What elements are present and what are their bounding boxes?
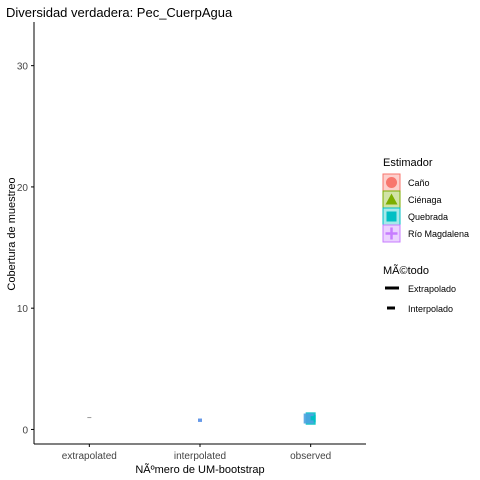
legend-method-title: MÃ©todo bbox=[383, 264, 429, 277]
y-tick-label: 0 bbox=[22, 425, 28, 436]
data-segment bbox=[310, 416, 315, 421]
legend-estimators: Caño Ciénaga Quebrada Río Magdalena bbox=[382, 173, 469, 243]
legend-symbol bbox=[386, 211, 397, 222]
data-marks bbox=[87, 412, 316, 425]
data-point bbox=[303, 413, 314, 424]
legend-label: Caño bbox=[408, 178, 430, 188]
legend-symbol bbox=[385, 193, 398, 205]
legend: Estimador Caño Ciénaga Quebrada Río Magdale… bbox=[382, 157, 469, 314]
data-segment bbox=[198, 418, 202, 422]
legend-symbol bbox=[386, 177, 397, 188]
legend-methods: Extrapolado Interpolado bbox=[385, 284, 456, 314]
x-tick-label: interpolated bbox=[174, 451, 226, 462]
x-axis-label: NÃºmero de UM-bootstrap bbox=[135, 463, 264, 476]
legend-label: Ciénaga bbox=[408, 195, 442, 205]
legend-label: Río Magdalena bbox=[408, 229, 469, 239]
y-tick-label: 10 bbox=[17, 304, 29, 315]
y-tick-label: 20 bbox=[17, 183, 29, 194]
x-tick-label: observed bbox=[290, 451, 331, 462]
legend-label: Extrapolado bbox=[408, 284, 456, 294]
y-axis-label: Cobertura de muestreo bbox=[6, 177, 18, 290]
chart-title: Diversidad verdadera: Pec_CuerpAgua bbox=[6, 5, 233, 20]
legend-label: Quebrada bbox=[408, 212, 448, 222]
y-ticks: 0 10 20 30 bbox=[17, 62, 34, 436]
legend-estimator-title: Estimador bbox=[383, 157, 433, 169]
legend-label: Interpolado bbox=[408, 304, 453, 314]
y-tick-label: 30 bbox=[17, 62, 29, 73]
x-ticks: extrapolated interpolated observed bbox=[62, 444, 331, 462]
x-tick-label: extrapolated bbox=[62, 451, 117, 462]
